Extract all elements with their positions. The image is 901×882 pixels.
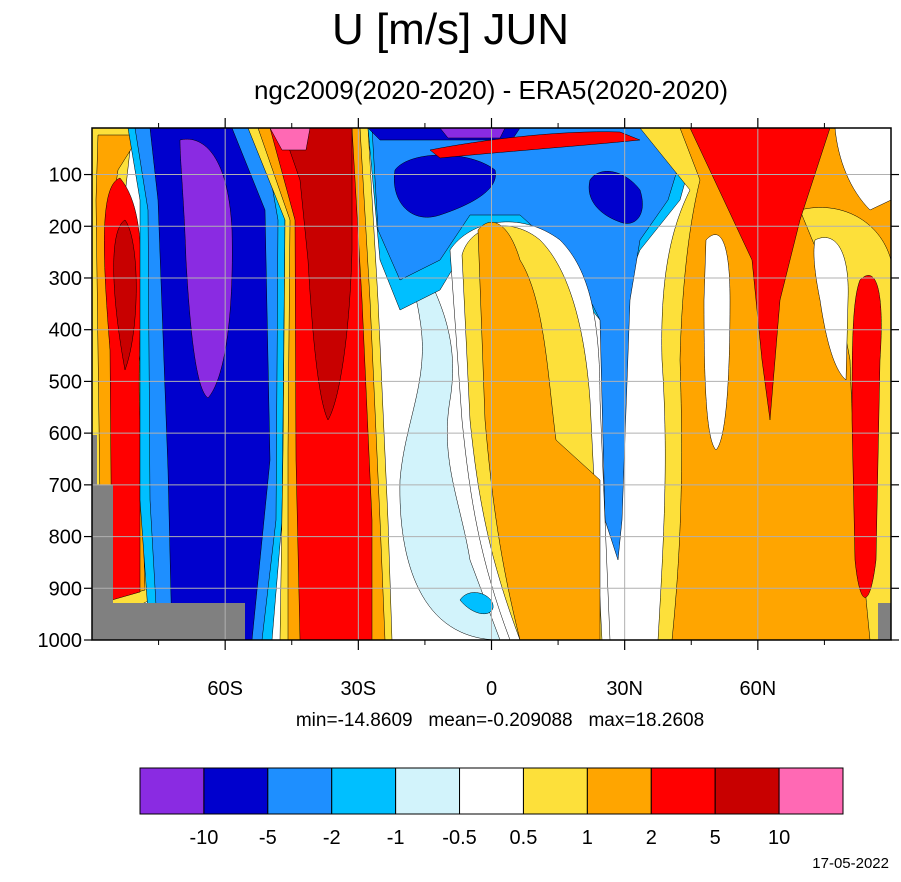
colorbar-label: -10 — [189, 827, 218, 849]
topography-mask-left — [92, 435, 245, 640]
contour-band-eq-orange — [477, 221, 601, 640]
contour-band-30s-pink — [269, 128, 311, 151]
x-tick-label: 0 — [486, 678, 497, 700]
topography-mask-right — [878, 603, 891, 640]
contour-band-30s-darkred — [281, 128, 353, 421]
colorbar-swatch — [522, 767, 588, 815]
x-axis: 60S 30S 0 30N 60N — [158, 118, 825, 700]
x-tick-label: 30S — [341, 678, 377, 700]
x-tick-label: 30N — [606, 678, 643, 700]
stat-min: min=-14.8609 — [295, 710, 413, 731]
contour-band-top-purple — [439, 128, 506, 139]
colorbar-swatch — [714, 767, 780, 815]
colorbar-label: 10 — [768, 827, 790, 849]
stat-max: max=18.2608 — [588, 710, 705, 731]
x-tick-label: 60N — [739, 678, 776, 700]
colorbar-swatch — [395, 767, 461, 815]
y-tick-label: 400 — [49, 320, 82, 342]
colorbar-swatch — [267, 767, 333, 815]
summary-stats: min=-14.8609 mean=-0.209088 max=18.2608 — [0, 710, 901, 732]
colorbar-swatch — [650, 767, 716, 815]
colorbar-swatch — [331, 767, 397, 815]
colorbar-swatch — [778, 767, 844, 815]
colorbar-label: 0.5 — [510, 827, 538, 849]
y-tick-label: 800 — [49, 527, 82, 549]
y-axis: 100 200 300 400 500 600 700 800 900 1000 — [38, 165, 899, 652]
plot-date: 17-05-2022 — [812, 855, 889, 872]
colorbar-label: 1 — [582, 827, 593, 849]
y-tick-label: 100 — [49, 165, 82, 187]
y-tick-label: 1000 — [38, 630, 83, 652]
colorbar-label: -2 — [323, 827, 341, 849]
contour-band-nh-red-right — [851, 275, 882, 598]
contour-band-nh-white-patch — [834, 128, 891, 211]
contour-band-upper-darkblue-e — [588, 171, 643, 224]
colorbar-swatch — [203, 767, 269, 815]
colorbar-swatch — [139, 767, 205, 815]
colorbar-swatch — [459, 767, 524, 815]
contour-band-upper-midblue — [371, 128, 691, 561]
colorbar-label: -5 — [259, 827, 277, 849]
contour-band-nh-white-window — [703, 234, 731, 451]
y-tick-label: 500 — [49, 371, 82, 393]
y-tick-label: 600 — [49, 423, 82, 445]
y-tick-label: 200 — [49, 216, 82, 238]
colorbar-swatch — [586, 767, 652, 815]
colorbar-label: 5 — [710, 827, 721, 849]
y-tick-label: 700 — [49, 475, 82, 497]
contour-band-eq-lightblue-blob — [459, 592, 494, 615]
y-tick-label: 300 — [49, 268, 82, 290]
colorbar-label: 2 — [646, 827, 657, 849]
stat-mean: mean=-0.209088 — [428, 710, 573, 731]
colorbar: -10 -5 -2 -1 -0.5 0.5 1 2 5 10 — [139, 767, 844, 849]
chart-subtitle: ngc2009(2020-2020) - ERA5(2020-2020) — [253, 75, 729, 105]
contour-band-60s-purple — [179, 138, 233, 399]
y-tick-label: 900 — [49, 578, 82, 600]
contour-band-top-red — [429, 131, 641, 159]
contour-band-nh-red — [689, 128, 831, 421]
contour-band-sh-darkred — [113, 219, 137, 371]
contour-band-nh-white-right — [813, 237, 849, 381]
colorbar-label: -1 — [387, 827, 405, 849]
x-tick-label: 60S — [207, 678, 243, 700]
chart-title: U [m/s] JUN — [331, 5, 570, 54]
grid-lines — [92, 128, 891, 640]
colorbar-label: -0.5 — [442, 827, 476, 849]
